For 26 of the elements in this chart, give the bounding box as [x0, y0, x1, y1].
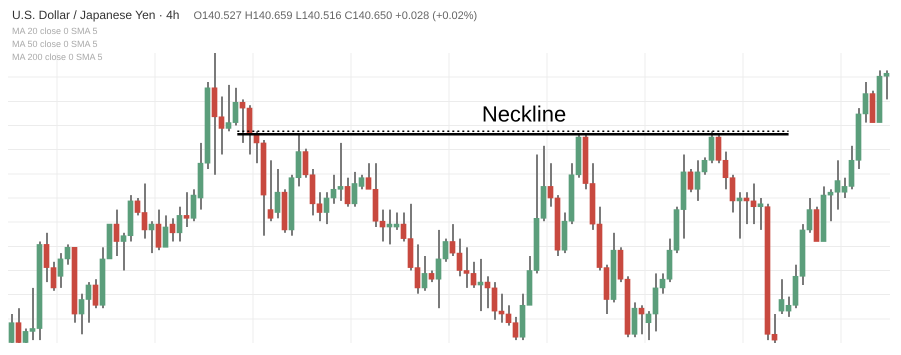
candlestick — [92, 278, 98, 310]
candlestick — [114, 208, 120, 257]
candlestick — [156, 208, 162, 252]
candlestick — [162, 214, 168, 248]
candlestick — [758, 197, 764, 231]
text: MA 20 close 0 SMA 5 — [12, 25, 99, 38]
candlestick — [148, 220, 154, 254]
candlestick — [344, 176, 350, 208]
chart-title: U.S. Dollar / Japanese Yen · 4h — [12, 8, 180, 22]
candlestick — [176, 206, 182, 242]
candlestick — [274, 168, 280, 220]
candlestick — [688, 168, 694, 194]
text: MA 50 close 0 SMA 5 — [12, 38, 99, 51]
candlestick — [268, 159, 274, 222]
candlestick — [170, 217, 176, 242]
ref-line-label: Neckline — [482, 101, 566, 126]
chart-subtitle: O140.527 H140.659 L140.516 C140.650 +0.028 (+0.02%) — [193, 10, 478, 22]
candlestick — [16, 307, 22, 344]
candlestick — [638, 304, 644, 336]
candlestick — [478, 258, 484, 312]
candlestick — [428, 270, 434, 284]
candlestick — [736, 191, 742, 240]
candlestick — [8, 313, 14, 344]
candlestick — [184, 191, 190, 228]
candlestick — [422, 255, 428, 292]
annotation: MA 200 close 0 SMA 5 — [12, 51, 103, 64]
